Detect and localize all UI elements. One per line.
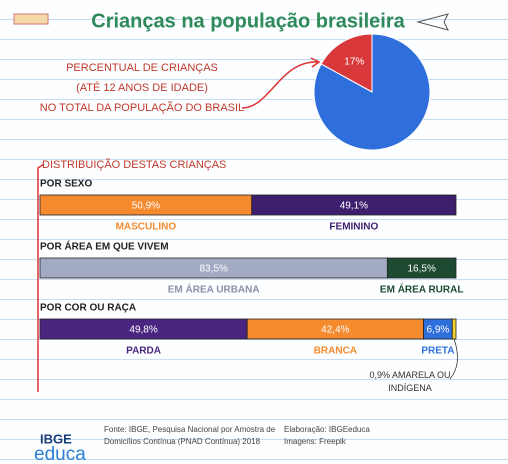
bar-category-label: BRANCA [314, 346, 357, 357]
pie-slice [313, 33, 431, 151]
bar-value-label: 16,5% [408, 264, 436, 275]
logo-educa: educa [34, 444, 86, 464]
bar-segment [251, 194, 457, 216]
source-note: Fonte: IBGE, Pesquisa Nacional por Amost… [104, 425, 276, 446]
bar-segment [386, 257, 457, 279]
bar-value-label: 50,9% [132, 201, 160, 212]
pie-value-label: 17% [344, 57, 364, 68]
pie-arrow [241, 61, 319, 109]
annotation-name: AMARELA OU INDÍGENA [388, 370, 451, 393]
bar-category-label: FEMININO [329, 222, 378, 233]
arrow-head [310, 57, 321, 68]
bar-group-title: POR COR OU RAÇA [40, 303, 136, 314]
annotation-pointer [449, 338, 458, 380]
title: Crianças na população brasileira [91, 10, 405, 32]
pie-slice [320, 33, 373, 93]
credit-note: Elaboração: IBGEeduca [284, 425, 370, 434]
bar-segment [451, 318, 457, 340]
pie-label: (ATÉ 12 ANOS DE IDADE) [76, 81, 208, 94]
bar-category-label: PRETA [421, 346, 454, 357]
small-segment-annotation: 0,9% AMARELA OU INDÍGENA [362, 369, 458, 395]
images-note: Imagens: Freepik [284, 437, 346, 446]
bar-category-label: MASCULINO [116, 222, 177, 233]
bar-value-label: 49,1% [340, 201, 368, 212]
bar-category-label: EM ÁREA URBANA [168, 283, 260, 296]
bar-value-label: 83,5% [200, 264, 228, 275]
section-title: DISTRIBUIÇÃO DESTAS CRIANÇAS [42, 158, 226, 171]
bar-value-label: 49,8% [129, 325, 157, 336]
bar-value-label: 6,9% [427, 325, 450, 336]
bar-category-label: PARDA [126, 346, 161, 357]
bar-category-label: EM ÁREA RURAL [380, 283, 464, 296]
pie-label: NO TOTAL DA POPULAÇÃO DO BRASIL [40, 101, 244, 114]
bar-value-label: 42,4% [321, 325, 349, 336]
logo-ibge: IBGE [40, 431, 72, 446]
bar-group-title: POR SEXO [40, 179, 92, 190]
plane-icon [416, 13, 449, 31]
bar-group-title: POR ÁREA EM QUE VIVEM [40, 240, 169, 253]
pencil-icon [13, 13, 49, 25]
bracket [37, 163, 45, 392]
pie-label: PERCENTUAL DE CRIANÇAS [66, 62, 218, 74]
annotation-value: 0,9% [369, 370, 390, 380]
